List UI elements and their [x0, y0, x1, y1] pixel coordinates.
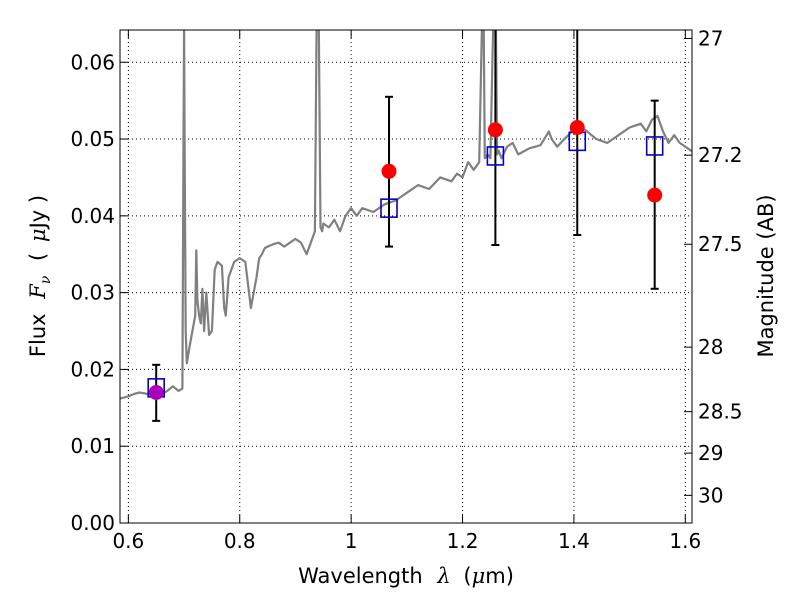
y2-tick-label: 27.5: [698, 232, 743, 256]
model-photometry-markers: [147, 131, 664, 398]
x-label-unit-open: (: [463, 564, 471, 588]
y2-tick-label: 28.5: [698, 400, 743, 424]
y-tick-label: 0.03: [70, 281, 115, 305]
x-tick-label: 1: [345, 529, 358, 553]
x-tick-label: 0.6: [112, 529, 144, 553]
observed-point: [381, 163, 397, 179]
observed-point: [569, 120, 585, 136]
sed-model-curve: [120, 30, 692, 400]
x-label-unit-rest: m): [485, 564, 514, 588]
x-tick-label: 1.4: [558, 529, 590, 553]
sed-line: [120, 30, 692, 400]
y-tick-label: 0.00: [70, 511, 115, 535]
y2-tick-label: 27.2: [698, 143, 743, 167]
observed-point: [647, 187, 663, 203]
grid-lines: [120, 30, 692, 524]
y2-axis-label: Magnitude (AB): [754, 194, 778, 357]
y-tick-label: 0.02: [70, 357, 115, 381]
y-label-prefix: Flux: [26, 313, 50, 357]
axis-ticks: 0.6 0.8 1 1.2 1.4 1.6 0.00 0.01 0.02 0.03 0.04 0.05…: [70, 26, 742, 553]
model-square-point: [380, 198, 398, 218]
model-square-point: [645, 136, 664, 156]
y2-tick-label: 27: [698, 26, 723, 50]
y-label-subscript: ν: [38, 275, 54, 284]
error-bars: [152, 30, 659, 422]
model-square-point: [486, 146, 505, 166]
x-label-unit-mu: μ: [472, 564, 486, 588]
observed-point: [487, 122, 503, 138]
observed-point: [148, 384, 164, 400]
observed-photometry-markers: [148, 120, 663, 400]
x-tick-label: 0.8: [224, 529, 256, 553]
x-axis-label: Wavelength λ (μm): [298, 564, 514, 588]
y-axis-label: Flux Fν ( μJy ): [26, 195, 55, 357]
y2-tick-label: 29: [698, 441, 723, 465]
x-tick-label: 1.6: [669, 529, 701, 553]
y-tick-label: 0.06: [70, 50, 115, 74]
y-tick-label: 0.04: [70, 204, 115, 228]
x-label-symbol: λ: [436, 564, 450, 588]
y-label-unit-open: (: [26, 253, 50, 261]
y-label-unit-mu: μ: [26, 228, 50, 242]
y-tick-label: 0.01: [70, 434, 115, 458]
y2-tick-label: 28: [698, 335, 723, 359]
y2-tick-label: 30: [698, 483, 723, 507]
y-label-unit-rest: Jy ): [26, 195, 50, 231]
y-label-symbol: F: [26, 283, 50, 300]
x-tick-label: 1.2: [447, 529, 479, 553]
plot-frame: [119, 29, 693, 524]
y-tick-label: 0.05: [70, 127, 115, 151]
x-label-prefix: Wavelength: [298, 564, 423, 588]
